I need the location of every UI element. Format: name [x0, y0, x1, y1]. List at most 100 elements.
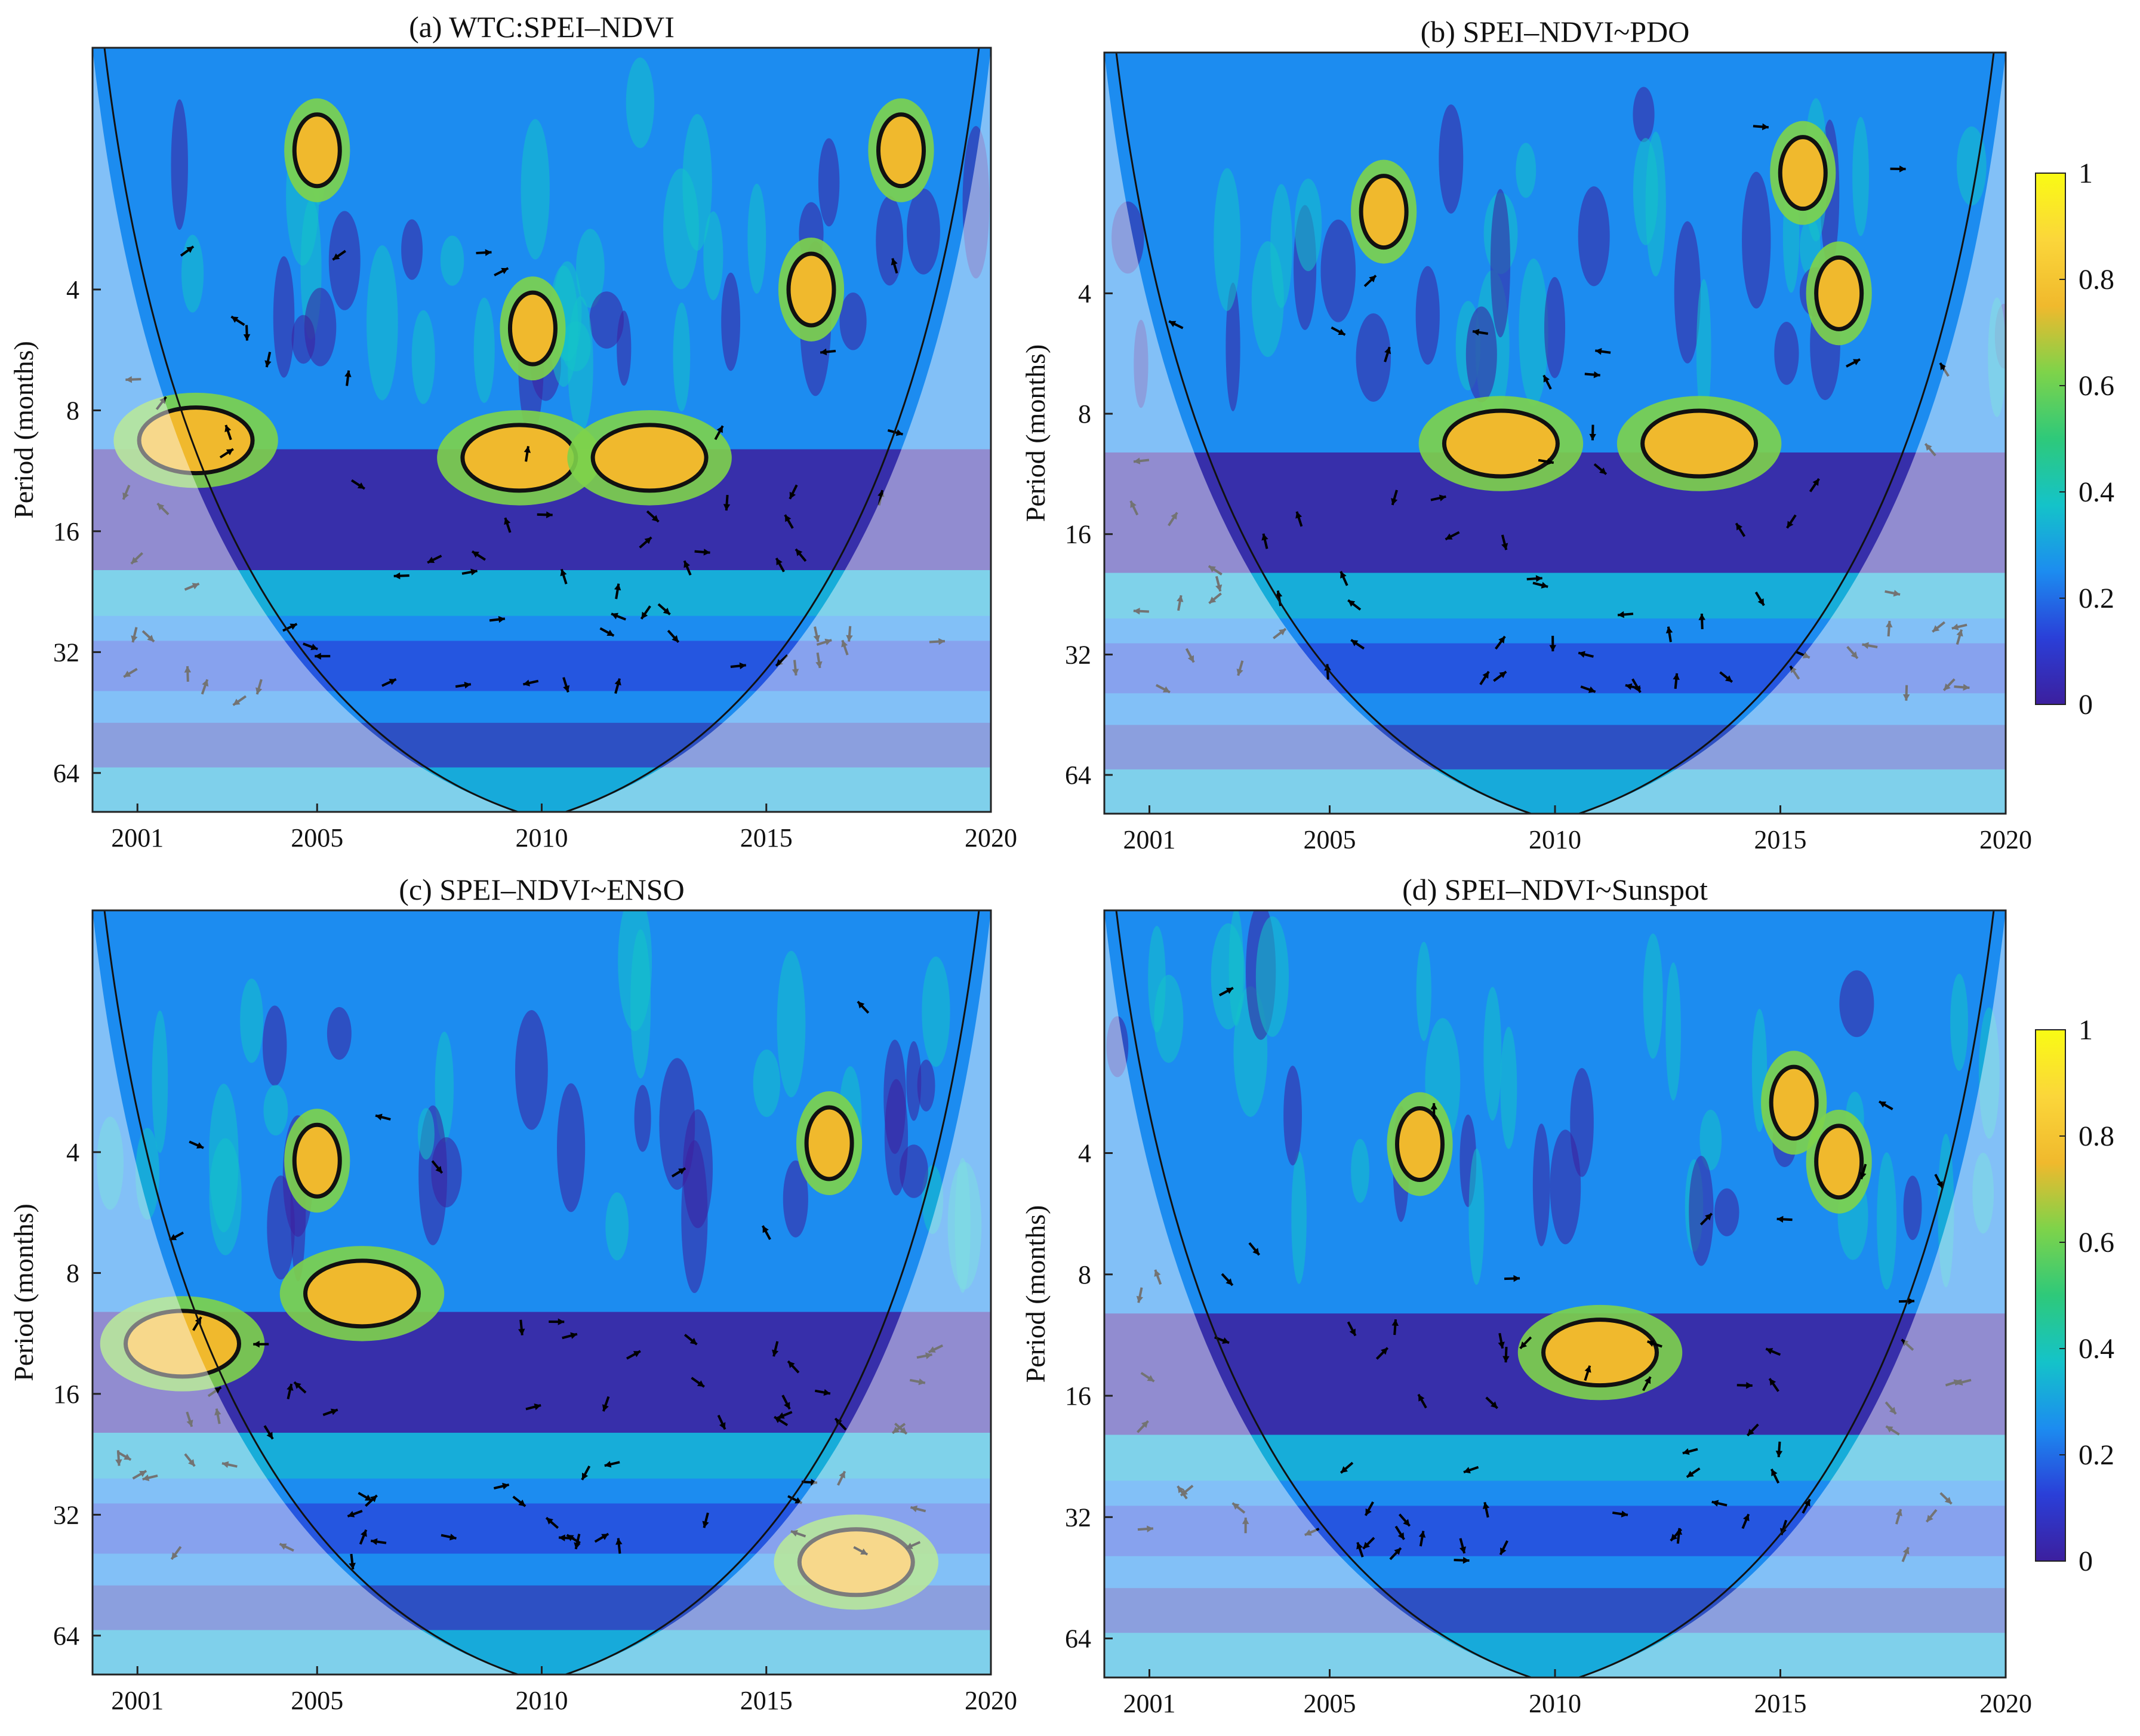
- colorbar-bottom-ticks: 0 0.2 0.4 0.6 0.8 1: [2079, 1014, 2114, 1577]
- phase-arrow: [116, 1451, 132, 1461]
- significance-contour: [507, 290, 558, 367]
- phase-arrow: [130, 552, 143, 565]
- phase-arrow: [814, 1389, 831, 1396]
- phase-arrow: [1802, 1498, 1811, 1514]
- coherence-band: [1104, 725, 2006, 769]
- phase-arrow: [1177, 595, 1184, 611]
- phase-arrow: [230, 315, 245, 326]
- cone-of-influence-right: [1579, 910, 2006, 1677]
- phase-arrow: [1754, 591, 1765, 607]
- colorbar-tick: 0.6: [2079, 370, 2114, 402]
- phase-arrow: [1133, 608, 1149, 615]
- phase-arrow: [512, 1495, 526, 1507]
- phase-arrow: [1519, 1336, 1532, 1350]
- phase-arrow: [730, 662, 746, 670]
- coherence-texture: [1351, 1138, 1369, 1203]
- phase-arrow: [1350, 639, 1365, 650]
- significance-contour: [876, 112, 926, 189]
- significance-contour: [1814, 255, 1864, 331]
- colorbar-tick: 1: [2079, 158, 2093, 189]
- phase-arrow: [1786, 514, 1797, 529]
- phase-arrow: [1295, 511, 1303, 527]
- coherence-texture: [618, 910, 652, 1032]
- phase-arrow: [455, 682, 472, 689]
- coherence-texture: [1950, 974, 1968, 1071]
- phase-arrow: [1794, 650, 1810, 659]
- coherence-texture: [1774, 322, 1799, 385]
- phase-arrow: [393, 572, 409, 580]
- coherence-texture: [1270, 184, 1292, 308]
- phase-arrow: [816, 638, 832, 646]
- coherence-texture: [1674, 221, 1701, 364]
- coherence-texture: [521, 119, 550, 260]
- phase-arrow: [214, 1408, 221, 1424]
- panel-c-xtick: 2020: [965, 1686, 1017, 1715]
- coherence-texture: [1134, 319, 1148, 408]
- phase-arrow: [1809, 478, 1820, 493]
- panel-c-ytick: 4: [66, 1138, 79, 1167]
- phase-arrow: [614, 678, 621, 694]
- coherence-texture: [1291, 1151, 1307, 1284]
- coherence-texture: [1519, 258, 1548, 407]
- phase-arrow: [1934, 1174, 1944, 1189]
- phase-arrow: [646, 510, 660, 523]
- phase-arrow: [1862, 642, 1878, 649]
- colorbar-top-ticks: 0 0.2 0.4 0.6 0.8 1: [2079, 158, 2114, 721]
- coherence-texture: [839, 292, 867, 350]
- phase-arrow: [909, 1378, 926, 1386]
- phase-arrow: [131, 627, 138, 643]
- phase-arrow: [1859, 1164, 1867, 1180]
- phase-arrow: [841, 639, 849, 655]
- coherence-texture: [1988, 297, 2006, 417]
- phase-arrow: [1736, 1381, 1753, 1389]
- phase-arrow: [169, 1232, 184, 1241]
- phase-arrow: [1136, 1287, 1144, 1303]
- phase-arrow: [1593, 463, 1608, 475]
- coherence-texture: [777, 950, 806, 1098]
- phase-arrow: [1459, 1538, 1467, 1554]
- phase-arrow: [132, 1470, 147, 1480]
- phase-arrow: [1686, 1467, 1701, 1478]
- phase-arrow: [1902, 685, 1910, 701]
- coherence-texture: [626, 57, 655, 149]
- phase-arrow: [1347, 1321, 1357, 1337]
- panel-a-ylabel: Period (months): [8, 341, 39, 519]
- phase-arrow: [1231, 1502, 1246, 1514]
- phase-arrow: [255, 679, 263, 695]
- phase-arrow: [1682, 1448, 1698, 1455]
- panel-a-ytick: 64: [53, 759, 79, 788]
- phase-arrow: [560, 568, 568, 584]
- phase-arrow: [142, 1474, 158, 1482]
- panel-c-xtick: 2005: [291, 1686, 343, 1715]
- panel-a-ytick: 32: [53, 638, 79, 667]
- coherence-texture: [617, 310, 632, 386]
- phase-arrow: [347, 1510, 363, 1518]
- significance-contour: [786, 251, 836, 328]
- phase-arrow: [602, 1396, 610, 1412]
- phase-arrow: [916, 1352, 932, 1359]
- panel-d-xticks: 2001 2005 2010 2015 2020: [1123, 1689, 2033, 1718]
- phase-arrow: [253, 1340, 269, 1348]
- phase-arrow: [1549, 636, 1557, 652]
- phase-arrow: [910, 1505, 926, 1513]
- phase-arrow: [1463, 1466, 1479, 1474]
- phase-arrow: [790, 1529, 806, 1538]
- cone-of-influence-left: [1104, 53, 1531, 814]
- phase-arrow: [1901, 1338, 1914, 1351]
- phase-arrow: [1331, 326, 1346, 336]
- panel-b-xtick: 2020: [1979, 825, 2032, 854]
- phase-arrow: [1612, 1510, 1628, 1518]
- phase-arrow: [303, 642, 318, 651]
- coherence-texture: [1578, 186, 1610, 287]
- coherence-texture: [1415, 266, 1440, 365]
- coherence-texture: [1699, 1109, 1722, 1171]
- coherence-texture: [1490, 189, 1511, 338]
- coherence-texture: [1645, 131, 1666, 277]
- panel-a-ytick: 4: [66, 275, 79, 304]
- phase-arrow: [1939, 362, 1950, 377]
- phase-arrow: [717, 1414, 726, 1430]
- phase-arrow: [224, 424, 232, 441]
- significance-contour: [460, 423, 578, 493]
- phase-arrow: [1133, 457, 1150, 464]
- phase-arrow: [545, 1516, 559, 1529]
